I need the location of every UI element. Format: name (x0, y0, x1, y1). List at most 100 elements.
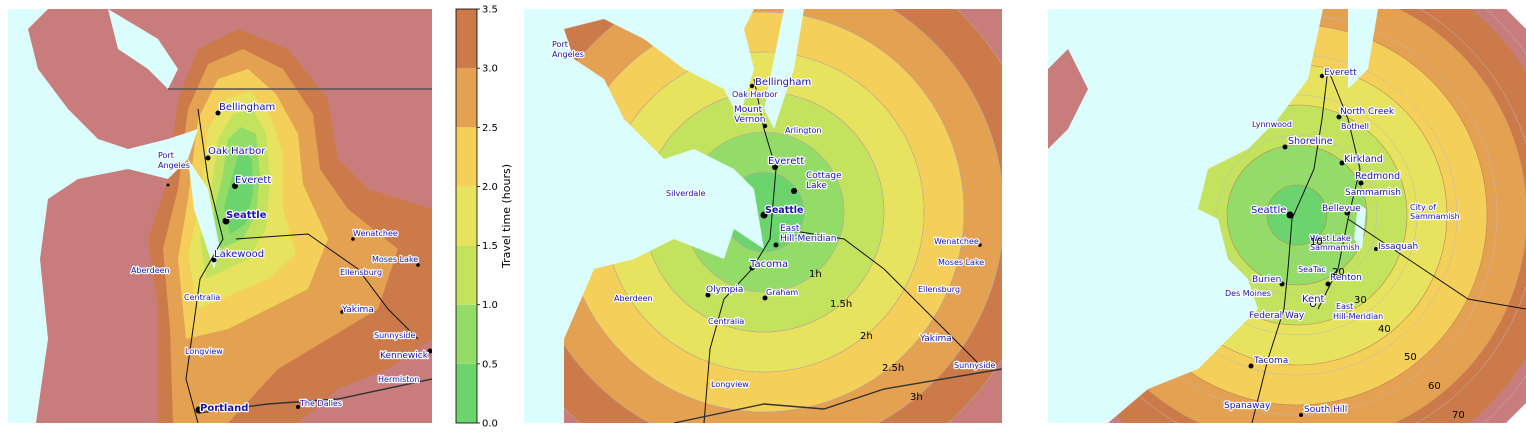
radial-travel-map: Port Angeles Bellingham Oak Harbor Mount… (524, 9, 1002, 423)
city-label-shoreline: Shoreline (1288, 136, 1333, 147)
city-label-bellingham: Bellingham (219, 102, 275, 113)
city-label-kennewick: Kennewick (380, 351, 429, 361)
city-label-seattle: Seattle (226, 210, 267, 221)
ring-labels: 10 20 30 40 50 60 70 (1310, 237, 1465, 421)
city-label-west-lake: West Lake (1310, 234, 1351, 243)
colorbar-label: Travel time (hours) (500, 164, 513, 269)
city-label-oak-harbor: Oak Harbor (208, 146, 266, 157)
city-label-centralia: Centralia (708, 317, 744, 326)
city-label-port: Port (552, 40, 568, 49)
ring-label: 1h (809, 269, 822, 280)
city-label-portland: Portland (200, 403, 248, 414)
city-label-everett: Everett (768, 156, 804, 167)
colorbar-tick-label: 2.0 (482, 182, 498, 193)
city-label-angeles: Angeles (158, 161, 190, 170)
city-label-bellevue: Bellevue (1322, 204, 1361, 214)
ring-label: 30 (1354, 295, 1367, 306)
city-label-oak-harbor: Oak Harbor (732, 90, 779, 99)
city-label-lakewood: Lakewood (214, 249, 264, 260)
city-label-lynnwood: Lynnwood (1252, 120, 1292, 129)
colorbar-band (456, 304, 477, 364)
city-label-arlington: Arlington (785, 126, 821, 135)
city-label-des-moines: Des Moines (1225, 289, 1271, 298)
travel-time-ring (1266, 184, 1328, 246)
colorbar-tick-label: 3.0 (482, 64, 498, 75)
city-label-city-of: City of (1410, 203, 1436, 212)
ring-gridline (1216, 134, 1378, 296)
city-label-port: Port (158, 151, 174, 160)
contour-travel-map: Bellingham Oak Harbor Port Angeles Evere… (8, 9, 432, 423)
ring-label: 60 (1428, 381, 1441, 392)
city-label-tacoma: Tacoma (749, 259, 788, 270)
colorbar-tick-label: 3.5 (482, 5, 498, 16)
colorbar-tick-label: 1.5 (482, 241, 498, 252)
ring-label: 10 (1310, 237, 1323, 248)
city-label-tacoma: Tacoma (1253, 356, 1288, 366)
city-label-mount: Mount (734, 105, 763, 115)
colorbar-band (456, 127, 477, 187)
city-label-silverdale: Silverdale (666, 189, 706, 198)
city-label-hermiston: Hermiston (378, 375, 419, 384)
city-label-seattle: Seattle (765, 205, 803, 216)
ring-label: 20 (1332, 267, 1345, 278)
ring-label: 2.5h (882, 363, 904, 374)
city-label-graham: Graham (766, 288, 798, 297)
colorbar-band (456, 245, 477, 305)
city-label-centralia: Centralia (184, 293, 220, 302)
city-label-spanaway: Spanaway (1224, 401, 1271, 411)
city-label-cottage: Cottage (806, 171, 842, 181)
city-label-longview: Longview (711, 380, 749, 389)
city-label-bellingham: Bellingham (755, 77, 811, 88)
city-label-ellensburg: Ellensburg (340, 268, 382, 277)
city-label-sammamish-west: Sammamish (1310, 243, 1360, 252)
city-label-angeles: Angeles (552, 50, 584, 59)
ring-label: 2h (860, 331, 873, 342)
city-label-sammamish-city: Sammamish (1410, 212, 1460, 221)
colorbar-ticks: 0.0 0.5 1.0 1.5 2.0 2.5 3.0 3.5 (477, 5, 498, 430)
city-label-wenatchee: Wenatchee (934, 237, 979, 246)
city-label-longview: Longview (185, 347, 223, 356)
city-label-everett: Everett (1324, 68, 1357, 78)
city-label-vernon: Vernon (734, 115, 765, 125)
ring-label: 3h (910, 392, 923, 403)
city-label-lake: Lake (806, 181, 827, 191)
colorbar-band (456, 186, 477, 246)
city-label-aberdeen: Aberdeen (131, 266, 170, 275)
city-label-hill-meridian: Hill-Meridian (780, 234, 836, 244)
city-label-kent: Kent (1302, 294, 1325, 305)
city-label-kirkland: Kirkland (1344, 154, 1383, 165)
ring-label: 40 (1378, 324, 1391, 335)
city-label-seatac: SeaTac (1298, 265, 1326, 274)
ring-gridline (1256, 174, 1338, 256)
city-label-olympia: Olympia (706, 285, 743, 295)
colorbar-band (456, 9, 477, 69)
city-label-yakima: Yakima (919, 334, 952, 344)
city-label-moses-lake: Moses Lake (372, 255, 418, 264)
city-label-sunnyside: Sunnyside (374, 331, 415, 340)
city-label-sammamish: Sammamish (1345, 188, 1401, 198)
colorbar-tick-label: 0.5 (482, 359, 498, 370)
city-label-south-hill: South Hill (1304, 405, 1347, 415)
city-label-wenatchee: Wenatchee (353, 229, 398, 238)
colorbar-band (456, 363, 477, 423)
city-label-everett: Everett (235, 175, 271, 186)
colorbar-band (456, 68, 477, 128)
city-label-east: East (1336, 302, 1353, 311)
city-label-renton: Renton (1330, 273, 1362, 283)
city-label-aberdeen: Aberdeen (614, 294, 653, 303)
city-label-east: East (780, 224, 800, 234)
ring-label: 50 (1404, 352, 1417, 363)
city-label-issaquah: Issaquah (1378, 242, 1418, 252)
city-label-sunnyside: Sunnyside (954, 361, 995, 370)
city-label-north-creek: North Creek (1340, 107, 1395, 117)
colorbar-tick-label: 2.5 (482, 123, 498, 134)
city-label-the-dalles: The Dalles (299, 399, 342, 408)
city-label-yakima: Yakima (341, 305, 374, 315)
colorbar-tick-label: 0.0 (482, 419, 498, 430)
ring-label: 1.5h (830, 299, 852, 310)
city-label-hill-meridian: Hill-Meridian (1333, 312, 1383, 321)
colorbar-bands (456, 9, 477, 423)
closeup-travel-map: Everett North Creek Lynnwood Bothell Sho… (1048, 9, 1526, 423)
city-label-seattle: Seattle (1251, 205, 1286, 216)
